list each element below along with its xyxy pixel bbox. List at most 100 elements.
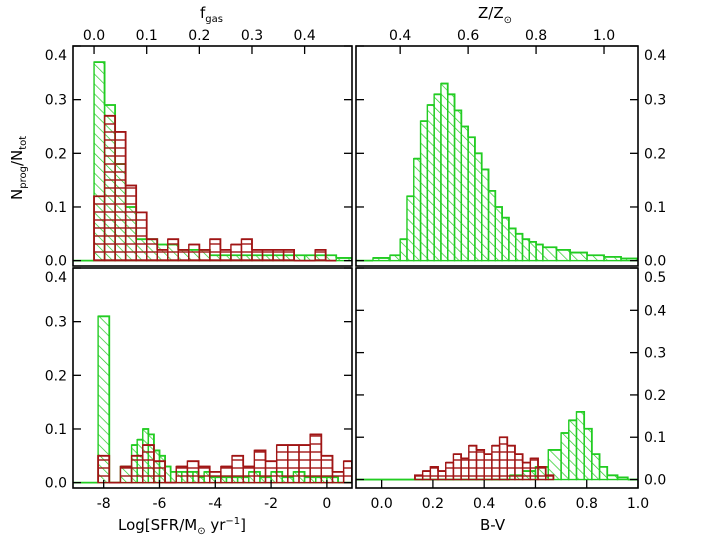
panel-bottom-right-frame [355,267,639,489]
top-left-red-bar-7 [167,239,179,261]
bottom-right-xtick-label-2: 0.4 [473,496,495,512]
top-right-green-bar-27 [587,255,605,261]
top-left-red-bar-13 [230,244,242,261]
top-right-green-bar-10 [447,94,455,261]
bottom-left-xtick-label-1: -6 [153,496,167,512]
top-right-green-bar-4 [406,196,414,261]
top-left-red-bar-3 [125,185,137,261]
bottom-left-green-bar-1 [98,316,110,483]
top-right-green-bar-18 [502,217,509,261]
top-right-green-bar-17 [495,206,503,261]
top-right-axis-label: Z/Z⊙ [478,4,512,26]
top-right-green-bar-29 [621,258,638,261]
bottom-left-green-bar-10 [165,466,171,483]
top-right-ytick-label-2: 0.2 [644,146,666,162]
top-left-red-bar-12 [220,249,231,261]
top-left-green-bar-24 [336,257,352,261]
bottom-right-xtick-label-0: 0.0 [371,496,393,512]
bottom-left-ytick-label-0: 0.0 [45,476,67,492]
bottom-right-red-bar-17 [545,475,554,480]
top-right-green-bar-6 [420,121,428,261]
bottom-left-red-bar-10 [209,471,221,483]
top-left-red-bar-4 [136,212,147,261]
bottom-right-red-bar-3 [438,471,446,480]
bottom-left-xtick-label-2: -4 [208,496,222,512]
bottom-left-ytick-label-4: 0.4 [45,270,67,286]
top-left-red-bin-21 [314,249,327,262]
top-left-red-bar-8 [178,249,189,261]
panel-top-right-frame [355,45,639,267]
bottom-right-green-bar-6 [568,420,577,480]
bottom-right-red-bar-14 [522,462,531,480]
top-left-red-bar-18 [283,249,295,261]
top-left-red-bar-14 [241,239,252,261]
top-right-green-bar-19 [508,228,516,261]
bottom-left-axis-label: Log[SFR/M⊙ yr−1] [118,516,246,537]
top-left-axis-label: fgas [200,4,223,25]
bottom-right-red-bar-10 [491,445,500,480]
bottom-left-red-bar-11 [220,466,233,483]
top-right-green-bar-3 [400,239,407,261]
bottom-right-red-bar-13 [514,454,523,480]
top-left-red-bar-10 [199,249,210,261]
top-right-green-bar-16 [488,190,496,261]
bottom-right-xtick-label-5: 1.0 [627,496,649,512]
top-left-xtick-label-0: 0.0 [83,28,105,44]
bottom-left-red-bar-0 [98,455,110,483]
top-right-green-bar-24 [542,247,557,261]
bottom-left-red-bar-20 [321,455,333,483]
top-right-ytick-label-0: 0.0 [644,254,666,270]
bottom-right-ytick-label-5: 0.5 [644,270,666,286]
bottom-left-red-bar-21 [332,471,344,483]
top-left-red-bar-9 [188,244,200,261]
bottom-right-xtick-label-1: 0.2 [422,496,444,512]
bottom-right-ytick-label-4: 0.4 [644,303,666,319]
bottom-left-ytick-label-3: 0.3 [45,315,67,331]
bottom-left-red-bar-4 [142,445,154,483]
top-left-xtick-label-1: 0.1 [136,28,158,44]
top-left-red-bar-1 [104,115,116,261]
bottom-left-red-bar-18 [298,445,311,483]
top-right-green-bar-8 [434,94,441,261]
bottom-right-plot [356,410,638,481]
top-right-green-bar-23 [536,244,543,261]
top-right-green-bar-7 [427,105,435,261]
bottom-right-red-bar-15 [530,458,539,480]
top-left-red-bar-6 [157,249,168,261]
top-right-xtick-label-0: 0.4 [389,28,411,44]
top-right-green-bar-11 [454,110,462,261]
top-left-red-bin-18 [282,249,295,262]
top-left-ytick-label-1: 0.1 [45,200,67,216]
bottom-left-red-bar-8 [187,461,199,483]
bottom-left-red-bar-19 [310,434,322,483]
bottom-right-xtick-label-4: 0.8 [576,496,598,512]
top-right-green-bar-9 [440,83,448,261]
top-left-red-bar-0 [94,196,105,261]
bottom-left-red-bar-9 [198,466,210,483]
top-right-green-bar-12 [461,126,469,261]
top-right-green-bar-5 [413,158,421,261]
bottom-right-ytick-label-1: 0.1 [644,430,666,446]
bottom-left-ytick-label-2: 0.2 [45,368,67,384]
top-left-red-bar-17 [273,249,284,261]
bottom-left-red-bar-5 [153,461,166,483]
top-left-plot [73,61,352,262]
top-right-plot [356,82,638,262]
bottom-right-green-bar-10 [599,466,608,480]
bottom-right-green-bar-12 [617,477,628,480]
bottom-right-red-bar-2 [430,466,439,480]
top-left-red-bin-4 [135,211,148,262]
top-right-xtick-label-1: 0.6 [457,28,479,44]
top-left-green-bar-20 [294,255,305,261]
bottom-right-green-bar-11 [607,475,618,480]
top-right-ytick-label-1: 0.1 [644,200,666,216]
bottom-right-red-bar-16 [538,466,546,480]
panel-bottom-left-frame [72,267,353,489]
bottom-left-red-bar-14 [254,450,266,483]
bottom-left-xtick-label-4: 0 [322,496,331,512]
y-axis-label: Nprog/Ntot [8,136,29,200]
top-right-green-bar-22 [529,241,537,261]
bottom-right-red-bar-5 [453,454,462,480]
bottom-right-green-bar-9 [591,454,600,480]
